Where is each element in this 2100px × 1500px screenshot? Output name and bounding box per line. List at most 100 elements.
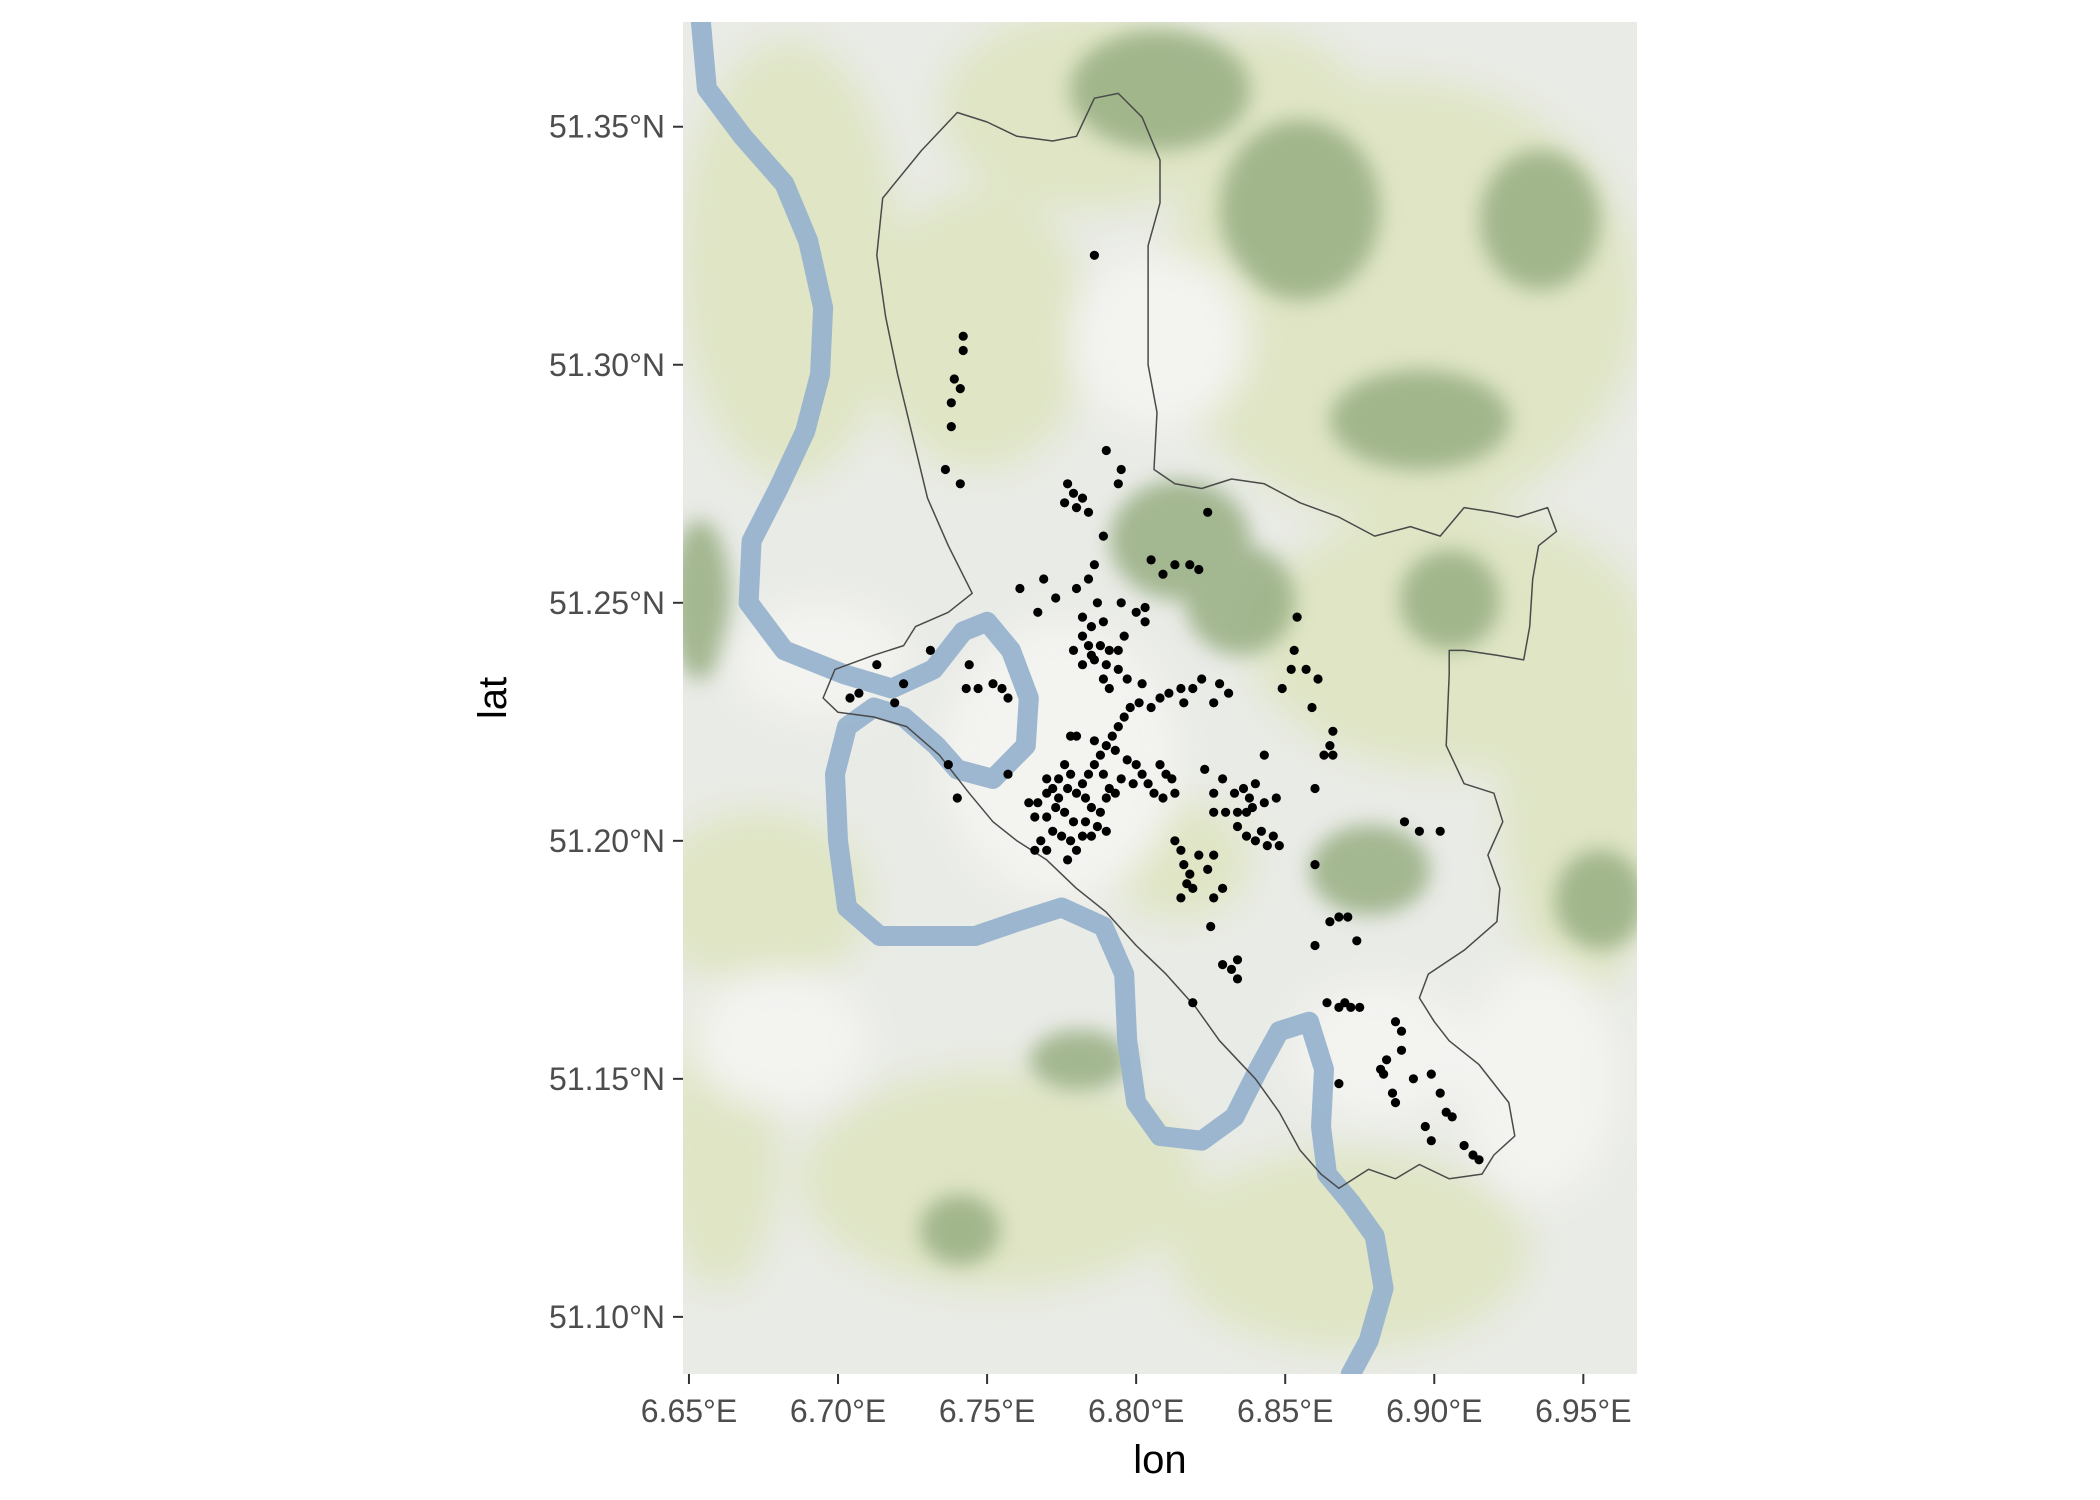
data-point bbox=[1137, 769, 1147, 779]
data-point bbox=[1396, 1026, 1407, 1036]
data-point bbox=[1122, 674, 1132, 684]
data-point bbox=[1071, 583, 1082, 594]
data-point bbox=[1122, 755, 1132, 765]
data-point bbox=[1310, 783, 1320, 794]
data-point bbox=[1083, 574, 1094, 584]
data-point bbox=[1125, 702, 1135, 713]
data-point bbox=[955, 384, 965, 394]
data-point bbox=[1459, 1140, 1469, 1151]
data-point bbox=[1334, 912, 1344, 922]
data-point bbox=[1146, 555, 1156, 565]
data-points bbox=[845, 250, 1484, 1165]
data-point bbox=[1071, 845, 1082, 855]
data-point bbox=[1218, 774, 1228, 784]
data-point bbox=[1176, 683, 1186, 694]
data-point bbox=[1346, 1002, 1356, 1013]
data-point bbox=[1334, 1079, 1344, 1089]
data-point bbox=[1140, 602, 1150, 613]
data-point bbox=[1226, 964, 1237, 975]
data-point bbox=[1077, 612, 1088, 622]
data-point bbox=[1110, 788, 1120, 798]
data-point bbox=[1033, 607, 1043, 617]
data-point bbox=[1060, 807, 1070, 817]
data-point bbox=[1379, 1069, 1389, 1079]
data-point bbox=[1188, 683, 1198, 694]
data-point bbox=[988, 679, 998, 689]
data-point bbox=[1408, 1074, 1418, 1084]
x-axis-title: lon bbox=[1133, 1438, 1186, 1482]
data-point bbox=[1104, 683, 1114, 694]
data-point bbox=[1194, 564, 1204, 575]
data-point bbox=[1203, 864, 1213, 875]
data-point bbox=[1322, 998, 1332, 1008]
data-point bbox=[1325, 917, 1335, 927]
data-point bbox=[1271, 793, 1281, 803]
y-tick-label: 51.20°N bbox=[549, 823, 665, 859]
data-point bbox=[1086, 802, 1096, 813]
data-point bbox=[1042, 774, 1052, 784]
map-panel bbox=[683, 22, 1637, 1374]
data-point bbox=[1128, 779, 1138, 789]
data-point bbox=[1107, 731, 1117, 741]
data-point bbox=[1104, 645, 1114, 656]
data-point bbox=[1101, 826, 1111, 836]
data-point bbox=[1259, 798, 1269, 808]
data-point bbox=[1170, 560, 1180, 570]
data-point bbox=[1089, 560, 1099, 570]
data-point bbox=[1185, 560, 1195, 570]
data-point bbox=[1033, 798, 1043, 808]
data-point bbox=[1077, 831, 1088, 841]
data-point bbox=[1140, 617, 1150, 627]
data-point bbox=[1042, 845, 1052, 855]
data-point bbox=[952, 793, 962, 803]
data-point bbox=[1328, 726, 1338, 736]
city-boundary bbox=[822, 92, 1558, 1190]
data-point bbox=[1057, 831, 1067, 841]
data-point bbox=[1289, 645, 1299, 656]
data-point bbox=[1066, 769, 1076, 779]
data-point bbox=[1325, 741, 1335, 751]
data-point bbox=[1068, 817, 1079, 827]
y-tick-label: 51.35°N bbox=[549, 109, 665, 145]
data-point bbox=[1083, 769, 1094, 779]
data-point bbox=[1063, 479, 1073, 489]
data-point bbox=[1086, 622, 1096, 632]
data-point bbox=[1179, 698, 1189, 708]
data-point bbox=[1426, 1136, 1436, 1146]
data-point bbox=[1030, 845, 1040, 855]
data-point bbox=[845, 693, 855, 703]
data-point bbox=[1077, 660, 1088, 670]
x-axis: 6.65°E 6.70°E 6.75°E 6.80°E 6.85°E 6.90°E 6.95… bbox=[641, 1374, 1632, 1429]
data-point bbox=[1194, 850, 1204, 860]
data-point bbox=[1146, 702, 1156, 713]
data-point bbox=[1083, 507, 1094, 517]
data-point bbox=[1048, 826, 1058, 836]
data-point bbox=[1382, 1055, 1392, 1065]
data-point bbox=[1101, 660, 1111, 670]
data-point bbox=[1355, 1002, 1365, 1013]
data-point bbox=[973, 683, 983, 694]
data-point bbox=[1292, 612, 1302, 622]
data-point bbox=[1310, 940, 1320, 951]
x-tick-label: 6.80°E bbox=[1088, 1393, 1184, 1429]
data-point bbox=[1170, 836, 1180, 846]
data-point bbox=[1170, 788, 1180, 798]
data-point bbox=[1119, 712, 1129, 722]
data-point bbox=[1143, 779, 1153, 789]
data-point bbox=[1089, 250, 1099, 260]
data-point bbox=[1390, 1017, 1401, 1027]
data-point bbox=[1238, 783, 1249, 794]
data-point bbox=[1116, 598, 1126, 608]
data-point bbox=[1101, 445, 1111, 456]
data-point bbox=[1077, 779, 1088, 789]
data-point bbox=[1185, 869, 1195, 879]
data-point bbox=[1083, 641, 1094, 651]
data-point bbox=[1101, 741, 1111, 751]
data-point bbox=[1042, 812, 1052, 822]
data-point bbox=[1244, 793, 1254, 803]
data-point bbox=[1200, 764, 1210, 775]
data-point bbox=[940, 464, 951, 475]
data-point bbox=[1197, 674, 1207, 684]
data-point bbox=[1414, 826, 1424, 836]
data-point bbox=[1116, 774, 1126, 784]
